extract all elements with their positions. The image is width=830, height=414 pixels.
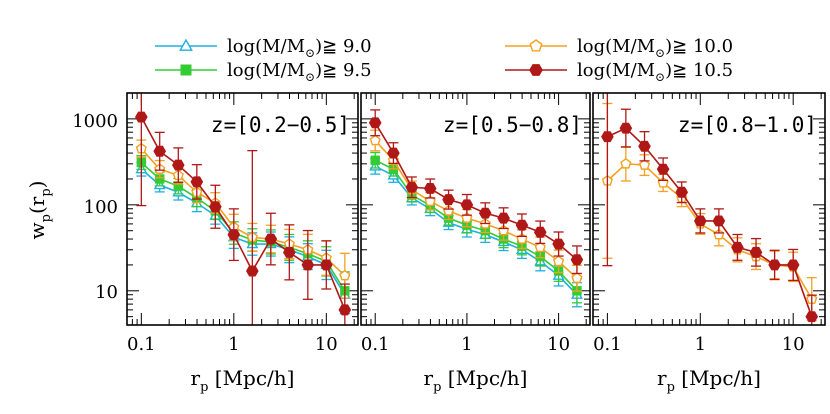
data-point bbox=[712, 215, 726, 227]
data-point bbox=[533, 226, 547, 238]
series-3 bbox=[369, 129, 583, 292]
legend-marker bbox=[529, 64, 543, 76]
series-line bbox=[606, 163, 813, 300]
series-group bbox=[368, 109, 584, 308]
panel-title: z=[0.2−0.5] bbox=[211, 113, 350, 137]
data-point bbox=[369, 134, 381, 146]
data-point bbox=[638, 159, 651, 170]
data-point bbox=[786, 259, 800, 271]
x-tick-label: 1 bbox=[228, 334, 239, 355]
y-tick-label-100: 100 bbox=[84, 197, 118, 218]
panel-frame bbox=[592, 92, 826, 326]
data-point bbox=[497, 212, 510, 224]
data-point bbox=[153, 145, 167, 157]
legend-entry: log(M/M⊙)≧ 10.0 bbox=[505, 36, 733, 60]
panels: 0.1 1 10 rp [Mpc/h] z=[0.2−0.5] 0.1 1 10 rp [Mpc… bbox=[126, 92, 826, 395]
data-point bbox=[731, 241, 744, 253]
panel-title: z=[0.8−1.0] bbox=[678, 113, 817, 137]
data-point bbox=[283, 246, 296, 258]
legend-label: log(M/M⊙)≧ 10.0 bbox=[577, 36, 733, 60]
data-point bbox=[387, 147, 400, 159]
data-point bbox=[190, 176, 204, 188]
x-tick-label: 0.1 bbox=[593, 334, 622, 355]
data-point bbox=[693, 215, 707, 227]
data-point bbox=[423, 183, 437, 194]
data-point bbox=[571, 272, 583, 283]
data-point bbox=[368, 117, 382, 129]
panel-1: 0.1 1 10 rp [Mpc/h] z=[0.2−0.5] bbox=[126, 92, 359, 395]
series-4 bbox=[368, 109, 584, 275]
data-point bbox=[264, 233, 278, 245]
data-point bbox=[749, 246, 763, 258]
panel-frame bbox=[126, 92, 359, 326]
x-tick-label: 10 bbox=[782, 334, 805, 355]
data-point bbox=[805, 311, 819, 323]
data-point bbox=[320, 259, 333, 271]
data-point bbox=[209, 201, 222, 213]
data-point bbox=[135, 111, 148, 123]
legend-label: log(M/M⊙)≧ 9.0 bbox=[227, 36, 372, 60]
legend-entry: log(M/M⊙)≧ 10.5 bbox=[505, 60, 733, 84]
data-point bbox=[171, 159, 185, 171]
series-4 bbox=[135, 93, 352, 325]
series-line bbox=[140, 116, 346, 311]
data-point bbox=[656, 163, 670, 175]
series-group bbox=[135, 93, 352, 325]
x-axis-label: rp [Mpc/h] bbox=[657, 366, 761, 395]
series-line bbox=[140, 162, 346, 292]
x-tick-label: 10 bbox=[547, 334, 570, 355]
data-point bbox=[619, 122, 633, 134]
data-point bbox=[460, 199, 474, 211]
data-point bbox=[301, 259, 315, 271]
data-point bbox=[370, 155, 380, 165]
data-point bbox=[620, 157, 632, 169]
series-group bbox=[601, 93, 819, 325]
data-point bbox=[246, 265, 259, 277]
data-point bbox=[442, 194, 455, 206]
x-tick-label: 1 bbox=[695, 334, 706, 355]
legend-entry: log(M/M⊙)≧ 9.5 bbox=[155, 60, 372, 84]
data-point bbox=[553, 255, 565, 267]
data-point bbox=[570, 254, 584, 266]
series-line bbox=[607, 127, 813, 317]
data-point bbox=[638, 140, 651, 152]
x-axis-label: rp [Mpc/h] bbox=[424, 366, 528, 395]
x-tick-label: 0.1 bbox=[127, 334, 156, 355]
y-axis-label: wp(rp) bbox=[25, 181, 54, 240]
data-point bbox=[339, 269, 351, 281]
data-point bbox=[534, 241, 546, 253]
data-point bbox=[478, 207, 492, 219]
panel-title: z=[0.5−0.8] bbox=[443, 113, 582, 137]
x-tick-label: 10 bbox=[315, 334, 338, 355]
x-tick-label: 1 bbox=[461, 334, 472, 355]
data-point bbox=[338, 304, 352, 316]
panel-frame bbox=[360, 92, 591, 326]
legend-marker bbox=[179, 38, 193, 51]
x-tick-label: 0.1 bbox=[361, 334, 390, 355]
legend-marker bbox=[529, 39, 543, 52]
data-point bbox=[675, 186, 689, 198]
panel-2: 0.1 1 10 rp [Mpc/h] z=[0.5−0.8] bbox=[360, 92, 591, 395]
y-tick-label-1000: 1000 bbox=[72, 111, 118, 132]
panel-3: 0.1 1 10 rp [Mpc/h] z=[0.8−1.0] bbox=[592, 92, 826, 395]
data-point bbox=[768, 259, 781, 271]
data-point bbox=[227, 229, 241, 241]
series-1 bbox=[135, 161, 351, 315]
legend-label: log(M/M⊙)≧ 10.5 bbox=[577, 60, 733, 84]
data-point bbox=[405, 181, 419, 193]
x-axis-label: rp [Mpc/h] bbox=[191, 366, 295, 395]
series-3 bbox=[135, 139, 351, 299]
legend-label: log(M/M⊙)≧ 9.5 bbox=[227, 60, 372, 84]
data-point bbox=[515, 219, 529, 231]
y-tick-label-10: 10 bbox=[95, 282, 118, 303]
legend-marker bbox=[180, 64, 192, 76]
data-point bbox=[552, 238, 565, 250]
series-2 bbox=[601, 93, 819, 325]
data-point bbox=[601, 131, 614, 143]
legend-entry: log(M/M⊙)≧ 9.0 bbox=[155, 36, 372, 60]
